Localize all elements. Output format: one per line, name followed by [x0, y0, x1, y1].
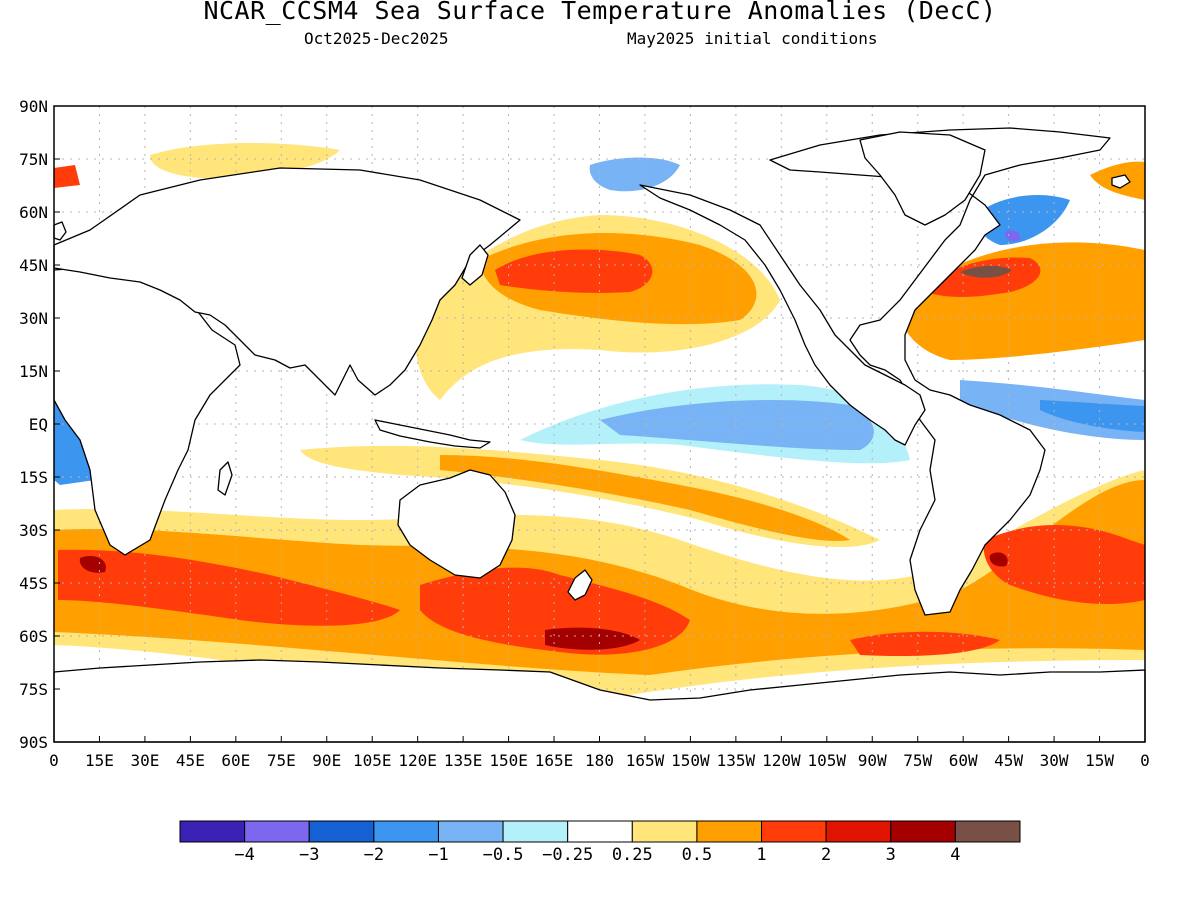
colorbar-swatch	[308, 820, 375, 843]
lon-tick-label: 150E	[489, 751, 528, 770]
continents	[53, 127, 1146, 743]
lon-tick-label: 75W	[903, 751, 932, 770]
colorbar-swatch	[954, 820, 1021, 843]
colorbar-tick-label: 2	[821, 845, 832, 865]
colorbar-swatch	[179, 820, 246, 843]
colorbar-swatch	[890, 820, 956, 843]
south-atlantic-red	[983, 525, 1145, 605]
lon-tick-label: 30W	[1040, 751, 1069, 770]
lon-tick-label: 120W	[762, 751, 801, 770]
southern-ocean-red-3	[850, 631, 1000, 657]
landmass-new-zealand	[567, 569, 593, 601]
colorbar-tick-label: 3	[885, 845, 896, 865]
colorbar-tick-label: 1	[756, 845, 767, 865]
lon-tick-label: 105W	[808, 751, 847, 770]
colorbar-tick-label: −0.25	[542, 845, 594, 865]
lon-tick-label: 45E	[176, 751, 205, 770]
south-pacific-diag-orange	[440, 455, 850, 541]
landmass-antarctica	[53, 659, 1146, 743]
west-arctic-red	[54, 165, 80, 188]
lat-tick-label: 60S	[19, 627, 48, 646]
colorbar-tick-label: −3	[298, 845, 320, 865]
lon-tick-label: 45W	[994, 751, 1023, 770]
southern-ocean-red-1	[58, 549, 400, 626]
lat-tick-label: 60N	[19, 203, 48, 222]
lat-tick-label: 30S	[19, 521, 48, 540]
landmass-eurasia	[53, 167, 521, 396]
colorbar-swatch	[567, 820, 633, 843]
lat-tick-label: 15S	[19, 468, 48, 487]
lon-tick-label: 90E	[312, 751, 341, 770]
colorbar-swatch	[373, 820, 439, 843]
colorbar-tick-label: 0.5	[681, 845, 713, 865]
southern-ocean-darkred-1	[79, 555, 106, 573]
lon-tick-label: 135E	[444, 751, 483, 770]
lon-tick-label: 180	[585, 751, 614, 770]
lon-tick-label: 0	[49, 751, 59, 770]
lon-tick-label: 60E	[221, 751, 250, 770]
initial-conditions: May2025 initial conditions	[627, 29, 878, 48]
lon-tick-label: 165W	[626, 751, 665, 770]
lon-tick-label: 135W	[717, 751, 756, 770]
lat-tick-label: 30N	[19, 309, 48, 328]
colorbar-swatch	[696, 820, 763, 843]
arctic-pacific-cool	[589, 157, 680, 192]
lat-tick-label: 45S	[19, 574, 48, 593]
landmass-siberia-east	[769, 127, 1111, 616]
lat-tick-label: 90S	[19, 733, 48, 752]
north-atlantic-brown	[960, 265, 1012, 278]
forecast-period: Oct2025-Dec2025	[304, 29, 449, 48]
southern-ocean-red-2	[420, 567, 690, 655]
lon-tick-label: 60W	[949, 751, 978, 770]
landmass-indonesia	[374, 419, 491, 449]
lat-tick-label: 15N	[19, 362, 48, 381]
north-pacific-red	[495, 249, 653, 293]
lon-tick-label: 150W	[671, 751, 710, 770]
lat-tick-label: EQ	[29, 415, 48, 434]
lon-tick-label: 15E	[85, 751, 114, 770]
lon-tick-label: 165E	[535, 751, 574, 770]
lat-tick-label: 75N	[19, 150, 48, 169]
lon-tick-label: 75E	[267, 751, 296, 770]
lon-tick-label: 90W	[858, 751, 887, 770]
lon-tick-label: 15W	[1085, 751, 1114, 770]
colorbar-tick-label: −0.5	[482, 845, 524, 865]
colorbar-tick-label: −2	[363, 845, 385, 865]
colorbar	[179, 820, 1021, 843]
labrador-purple	[1004, 230, 1021, 242]
lat-tick-label: 45N	[19, 256, 48, 275]
colorbar-swatch	[761, 820, 827, 843]
tropical-cool-mid	[600, 400, 874, 450]
colorbar-tick-label: 0.25	[611, 845, 653, 865]
south-atlantic-darkred	[989, 552, 1008, 567]
landmass-north-america	[639, 184, 926, 446]
colorbar-tick-label: −1	[428, 845, 449, 865]
landmass-australia	[397, 469, 516, 579]
lon-tick-label: 120E	[398, 751, 437, 770]
map-title: NCAR_CCSM4 Sea Surface Temperature Anoma…	[203, 0, 997, 25]
landmass-madagascar	[217, 461, 233, 496]
colorbar-swatch	[437, 820, 504, 843]
colorbar-tick-label: −4	[234, 845, 255, 865]
lon-tick-label: 30E	[130, 751, 159, 770]
landmass-iceland	[1111, 174, 1131, 189]
lon-tick-label: 0	[1140, 751, 1150, 770]
southern-ocean-darkred-2	[545, 627, 640, 650]
greenland-sea-cool	[975, 195, 1070, 245]
landmass-japan	[461, 244, 489, 286]
lat-tick-label: 90N	[19, 97, 48, 116]
colorbar-swatch	[631, 820, 698, 843]
lat-tick-label: 75S	[19, 680, 48, 699]
lon-tick-label: 105E	[353, 751, 392, 770]
colorbar-swatch	[502, 820, 569, 843]
colorbar-swatch	[825, 820, 892, 843]
colorbar-tick-label: 4	[950, 845, 961, 865]
colorbar-swatch	[244, 820, 310, 843]
landmass-greenland	[859, 131, 986, 226]
